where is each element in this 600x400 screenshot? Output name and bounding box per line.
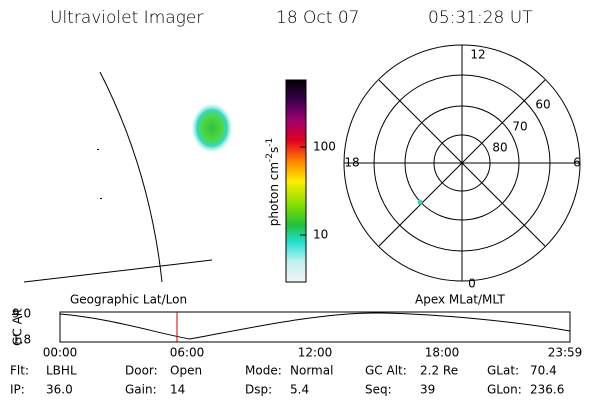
polar-grid — [343, 44, 581, 282]
mlt-label: 12 — [470, 48, 485, 62]
colorbar-label: photon cm-2s-1 — [265, 138, 281, 227]
colorbar-tick-label: 100 — [313, 140, 336, 154]
unit-text: photon cm — [267, 162, 281, 226]
panel-label: Geographic Lat/Lon — [70, 293, 187, 307]
info-label: Dsp: — [245, 383, 272, 397]
left-map — [23, 71, 232, 283]
info-value: 39 — [420, 383, 435, 397]
mlat-label: 60 — [535, 98, 550, 112]
info-value: 236.6 — [530, 383, 564, 397]
x-tick-label: 06:00 — [170, 346, 205, 360]
altitude-plot — [59, 311, 571, 343]
x-tick-label: 12:00 — [298, 346, 333, 360]
superscript: -2 — [265, 153, 275, 162]
mlt-label: 6 — [573, 156, 581, 170]
superscript: -1 — [265, 138, 275, 147]
info-label: IP: — [10, 383, 25, 397]
y-tick-label: 1.8 — [12, 333, 31, 347]
info-label: GLon: — [487, 383, 522, 397]
info-label: Flt: — [10, 364, 29, 378]
info-label: GLat: — [487, 364, 519, 378]
info-value: Open — [170, 364, 202, 378]
info-value: 36.0 — [46, 383, 73, 397]
axis-label: GC Alt — [11, 308, 25, 346]
colorbar-tick-label: 10 — [313, 228, 328, 242]
colorbar — [285, 79, 307, 283]
date: 18 Oct 07 — [276, 8, 359, 28]
mlat-label: 70 — [512, 120, 527, 134]
x-tick-label: 00:00 — [43, 346, 78, 360]
info-label: Mode: — [245, 364, 282, 378]
y-tick-label: 9.0 — [12, 307, 31, 321]
mlt-label: 0 — [468, 277, 476, 291]
x-tick-label: 23:59 — [548, 346, 583, 360]
info-value: 14 — [170, 383, 185, 397]
info-value: 5.4 — [290, 383, 309, 397]
info-value: 2.2 Re — [420, 364, 458, 378]
info-label: Door: — [125, 364, 158, 378]
mlt-label: 18 — [344, 156, 359, 170]
info-value: Normal — [290, 364, 333, 378]
title: Ultraviolet Imager — [50, 8, 203, 28]
info-value: 70.4 — [530, 364, 557, 378]
unit-text: s — [267, 147, 281, 153]
info-label: GC Alt: — [365, 364, 407, 378]
info-label: Seq: — [365, 383, 392, 397]
mlat-label: 80 — [492, 141, 507, 155]
time: 05:31:28 UT — [428, 8, 533, 28]
panel-label: Apex MLat/MLT — [415, 293, 505, 307]
info-label: Gain: — [125, 383, 157, 397]
info-value: LBHL — [46, 364, 77, 378]
x-tick-label: 18:00 — [425, 346, 460, 360]
